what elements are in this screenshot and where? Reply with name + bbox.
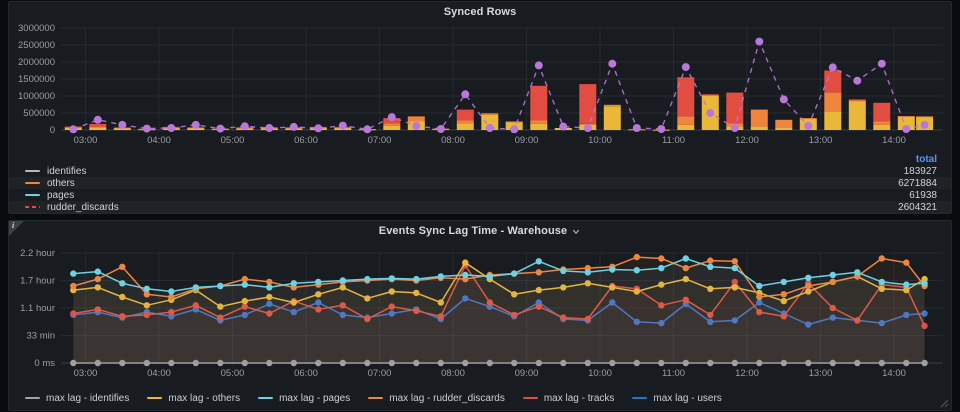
- legend-series-label: max lag - others: [168, 392, 241, 404]
- legend-series-label[interactable]: rudder_discards: [47, 201, 119, 213]
- series-marker: [25, 182, 40, 184]
- series-marker: [25, 194, 40, 196]
- svg-text:04:00: 04:00: [147, 368, 171, 379]
- series-marker: [258, 397, 274, 399]
- legend-row: others 6271884: [9, 177, 951, 189]
- chevron-down-icon: [573, 229, 580, 234]
- panel-resize-handle[interactable]: [940, 399, 949, 408]
- series-marker: [25, 170, 40, 172]
- series-marker: [25, 397, 40, 399]
- svg-text:06:00: 06:00: [294, 368, 318, 379]
- svg-text:1500000: 1500000: [18, 74, 55, 85]
- legend-series-label: max lag - users: [653, 392, 722, 404]
- legend-series-label[interactable]: identifies: [47, 165, 87, 177]
- svg-text:08:00: 08:00: [441, 135, 465, 146]
- svg-text:12:00: 12:00: [735, 135, 759, 146]
- synced-rows-legend-table: total identifies 183927 others 6271884 pages…: [9, 154, 951, 213]
- panel-info-corner-icon[interactable]: i: [9, 221, 24, 236]
- series-line-max-lag-pages: [70, 255, 928, 363]
- svg-text:09:00: 09:00: [515, 135, 539, 146]
- svg-text:33 min: 33 min: [26, 331, 55, 342]
- svg-text:14:00: 14:00: [882, 135, 906, 146]
- legend-total-value: 61938: [909, 189, 937, 201]
- svg-text:07:00: 07:00: [368, 368, 392, 379]
- svg-text:13:00: 13:00: [809, 368, 833, 379]
- series-line-max-lag-identifies: [70, 359, 928, 367]
- synced-rows-chart: 03:00 04:00 05:00 06:00 07:00 08:00 09:00 10:00…: [18, 23, 943, 146]
- synced-rows-panel-header[interactable]: Synced Rows: [9, 2, 951, 22]
- legend-series-label: max lag - identifies: [46, 392, 130, 404]
- legend-total-column-header[interactable]: total: [915, 154, 937, 165]
- panel-lag-time: i Events Sync Lag Time - Warehouse 03:00…: [8, 220, 952, 411]
- svg-text:10:00: 10:00: [588, 135, 612, 146]
- legend-item[interactable]: max lag - tracks: [522, 392, 615, 404]
- svg-text:3000000: 3000000: [18, 23, 55, 34]
- svg-text:12:00: 12:00: [735, 368, 759, 379]
- legend-row: rudder_discards 2604321: [9, 201, 951, 213]
- svg-text:2500000: 2500000: [18, 40, 55, 51]
- series-marker: [632, 397, 648, 399]
- svg-text:11:00: 11:00: [662, 135, 685, 146]
- total-line-layer: [69, 37, 929, 134]
- svg-text:05:00: 05:00: [221, 368, 245, 379]
- legend-total-value: 183927: [903, 165, 937, 177]
- legend-item[interactable]: max lag - users: [632, 392, 722, 404]
- legend-series-label[interactable]: others: [47, 177, 75, 189]
- svg-text:08:00: 08:00: [441, 368, 465, 379]
- svg-text:2.2 hour: 2.2 hour: [20, 248, 55, 259]
- series-marker: [522, 397, 538, 399]
- svg-text:05:00: 05:00: [221, 135, 245, 146]
- synced-rows-panel-title[interactable]: Synced Rows: [443, 6, 517, 18]
- svg-text:09:00: 09:00: [515, 368, 539, 379]
- series-marker: [25, 206, 40, 208]
- lag-time-panel-header[interactable]: Events Sync Lag Time - Warehouse: [9, 221, 951, 241]
- legend-series-label: max lag - pages: [279, 392, 351, 404]
- svg-text:0 ms: 0 ms: [34, 358, 55, 369]
- info-icon: i: [12, 221, 15, 230]
- svg-text:14:00: 14:00: [882, 368, 906, 379]
- svg-text:10:00: 10:00: [588, 368, 612, 379]
- legend-item[interactable]: max lag - others: [147, 393, 240, 404]
- series-marker: [368, 397, 384, 399]
- svg-text:1.1 hour: 1.1 hour: [20, 303, 55, 314]
- svg-text:500000: 500000: [23, 108, 55, 119]
- svg-text:07:00: 07:00: [368, 135, 392, 146]
- legend-item[interactable]: max lag - rudder_discards: [368, 393, 505, 404]
- svg-text:03:00: 03:00: [74, 368, 98, 379]
- legend-item[interactable]: max lag - pages: [258, 393, 350, 404]
- svg-text:03:00: 03:00: [74, 135, 98, 146]
- panel-synced-rows: Synced Rows 03:00 04:00 05:00 06:00 07:00 08:…: [8, 1, 952, 214]
- legend-total-value: 6271884: [898, 177, 937, 189]
- series-marker: [147, 397, 163, 399]
- svg-text:06:00: 06:00: [294, 135, 318, 146]
- svg-text:0: 0: [50, 125, 55, 136]
- legend-series-label: max lag - rudder_discards: [389, 392, 505, 404]
- legend-row: identifies 183927: [9, 165, 951, 177]
- legend-header-row: total: [9, 154, 951, 165]
- svg-text:11:00: 11:00: [662, 368, 685, 379]
- legend-item[interactable]: max lag - identifies: [25, 393, 129, 404]
- legend-row: pages 61938: [9, 189, 951, 201]
- svg-text:1.7 hour: 1.7 hour: [20, 276, 55, 287]
- series-line-max-lag-others: [70, 259, 928, 363]
- legend-series-label: max lag - tracks: [543, 392, 615, 404]
- grid-layer: 03:00 04:00 05:00 06:00 07:00 08:00 09:00 10:00…: [18, 23, 943, 146]
- svg-text:04:00: 04:00: [147, 135, 171, 146]
- lag-time-chart: 03:00 04:00 05:00 06:00 07:00 08:00 09:00 10:00…: [20, 248, 943, 379]
- svg-text:1000000: 1000000: [18, 91, 55, 102]
- legend-total-value: 2604321: [898, 201, 937, 213]
- svg-text:13:00: 13:00: [809, 135, 833, 146]
- legend-series-label[interactable]: pages: [47, 189, 75, 201]
- lag-time-legend: max lag - identifies max lag - others max …: [9, 387, 951, 406]
- lag-time-panel-title[interactable]: Events Sync Lag Time - Warehouse: [379, 225, 581, 237]
- svg-text:2000000: 2000000: [18, 57, 55, 68]
